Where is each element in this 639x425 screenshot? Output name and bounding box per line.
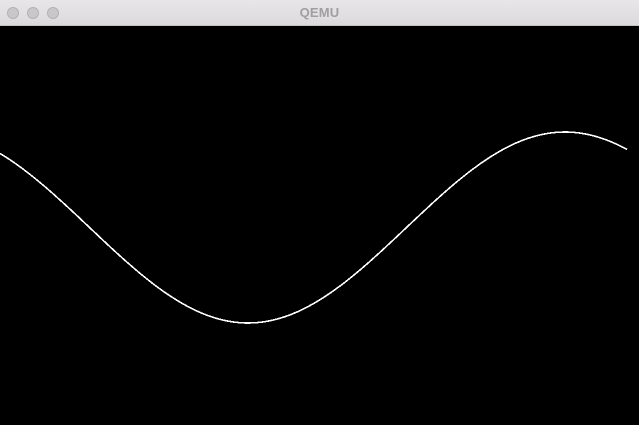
close-button[interactable] <box>7 7 19 19</box>
sine-wave-canvas <box>0 131 628 324</box>
window-title: QEMU <box>299 5 340 20</box>
minimize-button[interactable] <box>27 7 39 19</box>
vm-display[interactable] <box>0 26 639 425</box>
sine-wave-curve <box>0 131 628 324</box>
title-bar[interactable]: QEMU <box>0 0 639 26</box>
zoom-button[interactable] <box>47 7 59 19</box>
